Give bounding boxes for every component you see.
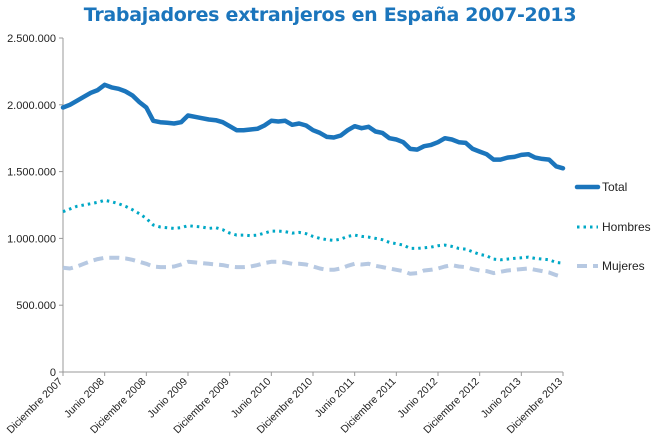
x-tick-label: Junio 2012 [395, 376, 440, 421]
series-line-mujeres [62, 255, 564, 280]
legend-label-hombres: Hombres [602, 220, 651, 234]
y-tick-label: 2.500.000 [7, 33, 56, 45]
x-tick-label: Junio 2013 [479, 376, 524, 421]
series-line-total [60, 82, 566, 171]
y-tick-label: 500.000 [16, 300, 56, 312]
x-tick-label: Junio 2010 [229, 376, 274, 421]
y-tick-label: 2.000.000 [7, 100, 56, 112]
x-tick-label: Junio 2008 [62, 376, 107, 421]
y-tick-label: 0 [50, 367, 56, 379]
x-tick-label: Junio 2009 [145, 376, 190, 421]
legend-label-mujeres: Mujeres [602, 259, 645, 273]
chart-title: Trabajadores extranjeros en España 2007-… [83, 4, 577, 26]
legend-label-total: Total [602, 180, 627, 194]
x-tick-label: Diciembre 2007 [5, 376, 66, 437]
y-tick-label: 1.000.000 [7, 233, 56, 245]
x-tick-label: Junio 2011 [313, 376, 357, 420]
series-line-hombres [62, 198, 564, 265]
y-tick-label: 1.500.000 [7, 167, 56, 179]
